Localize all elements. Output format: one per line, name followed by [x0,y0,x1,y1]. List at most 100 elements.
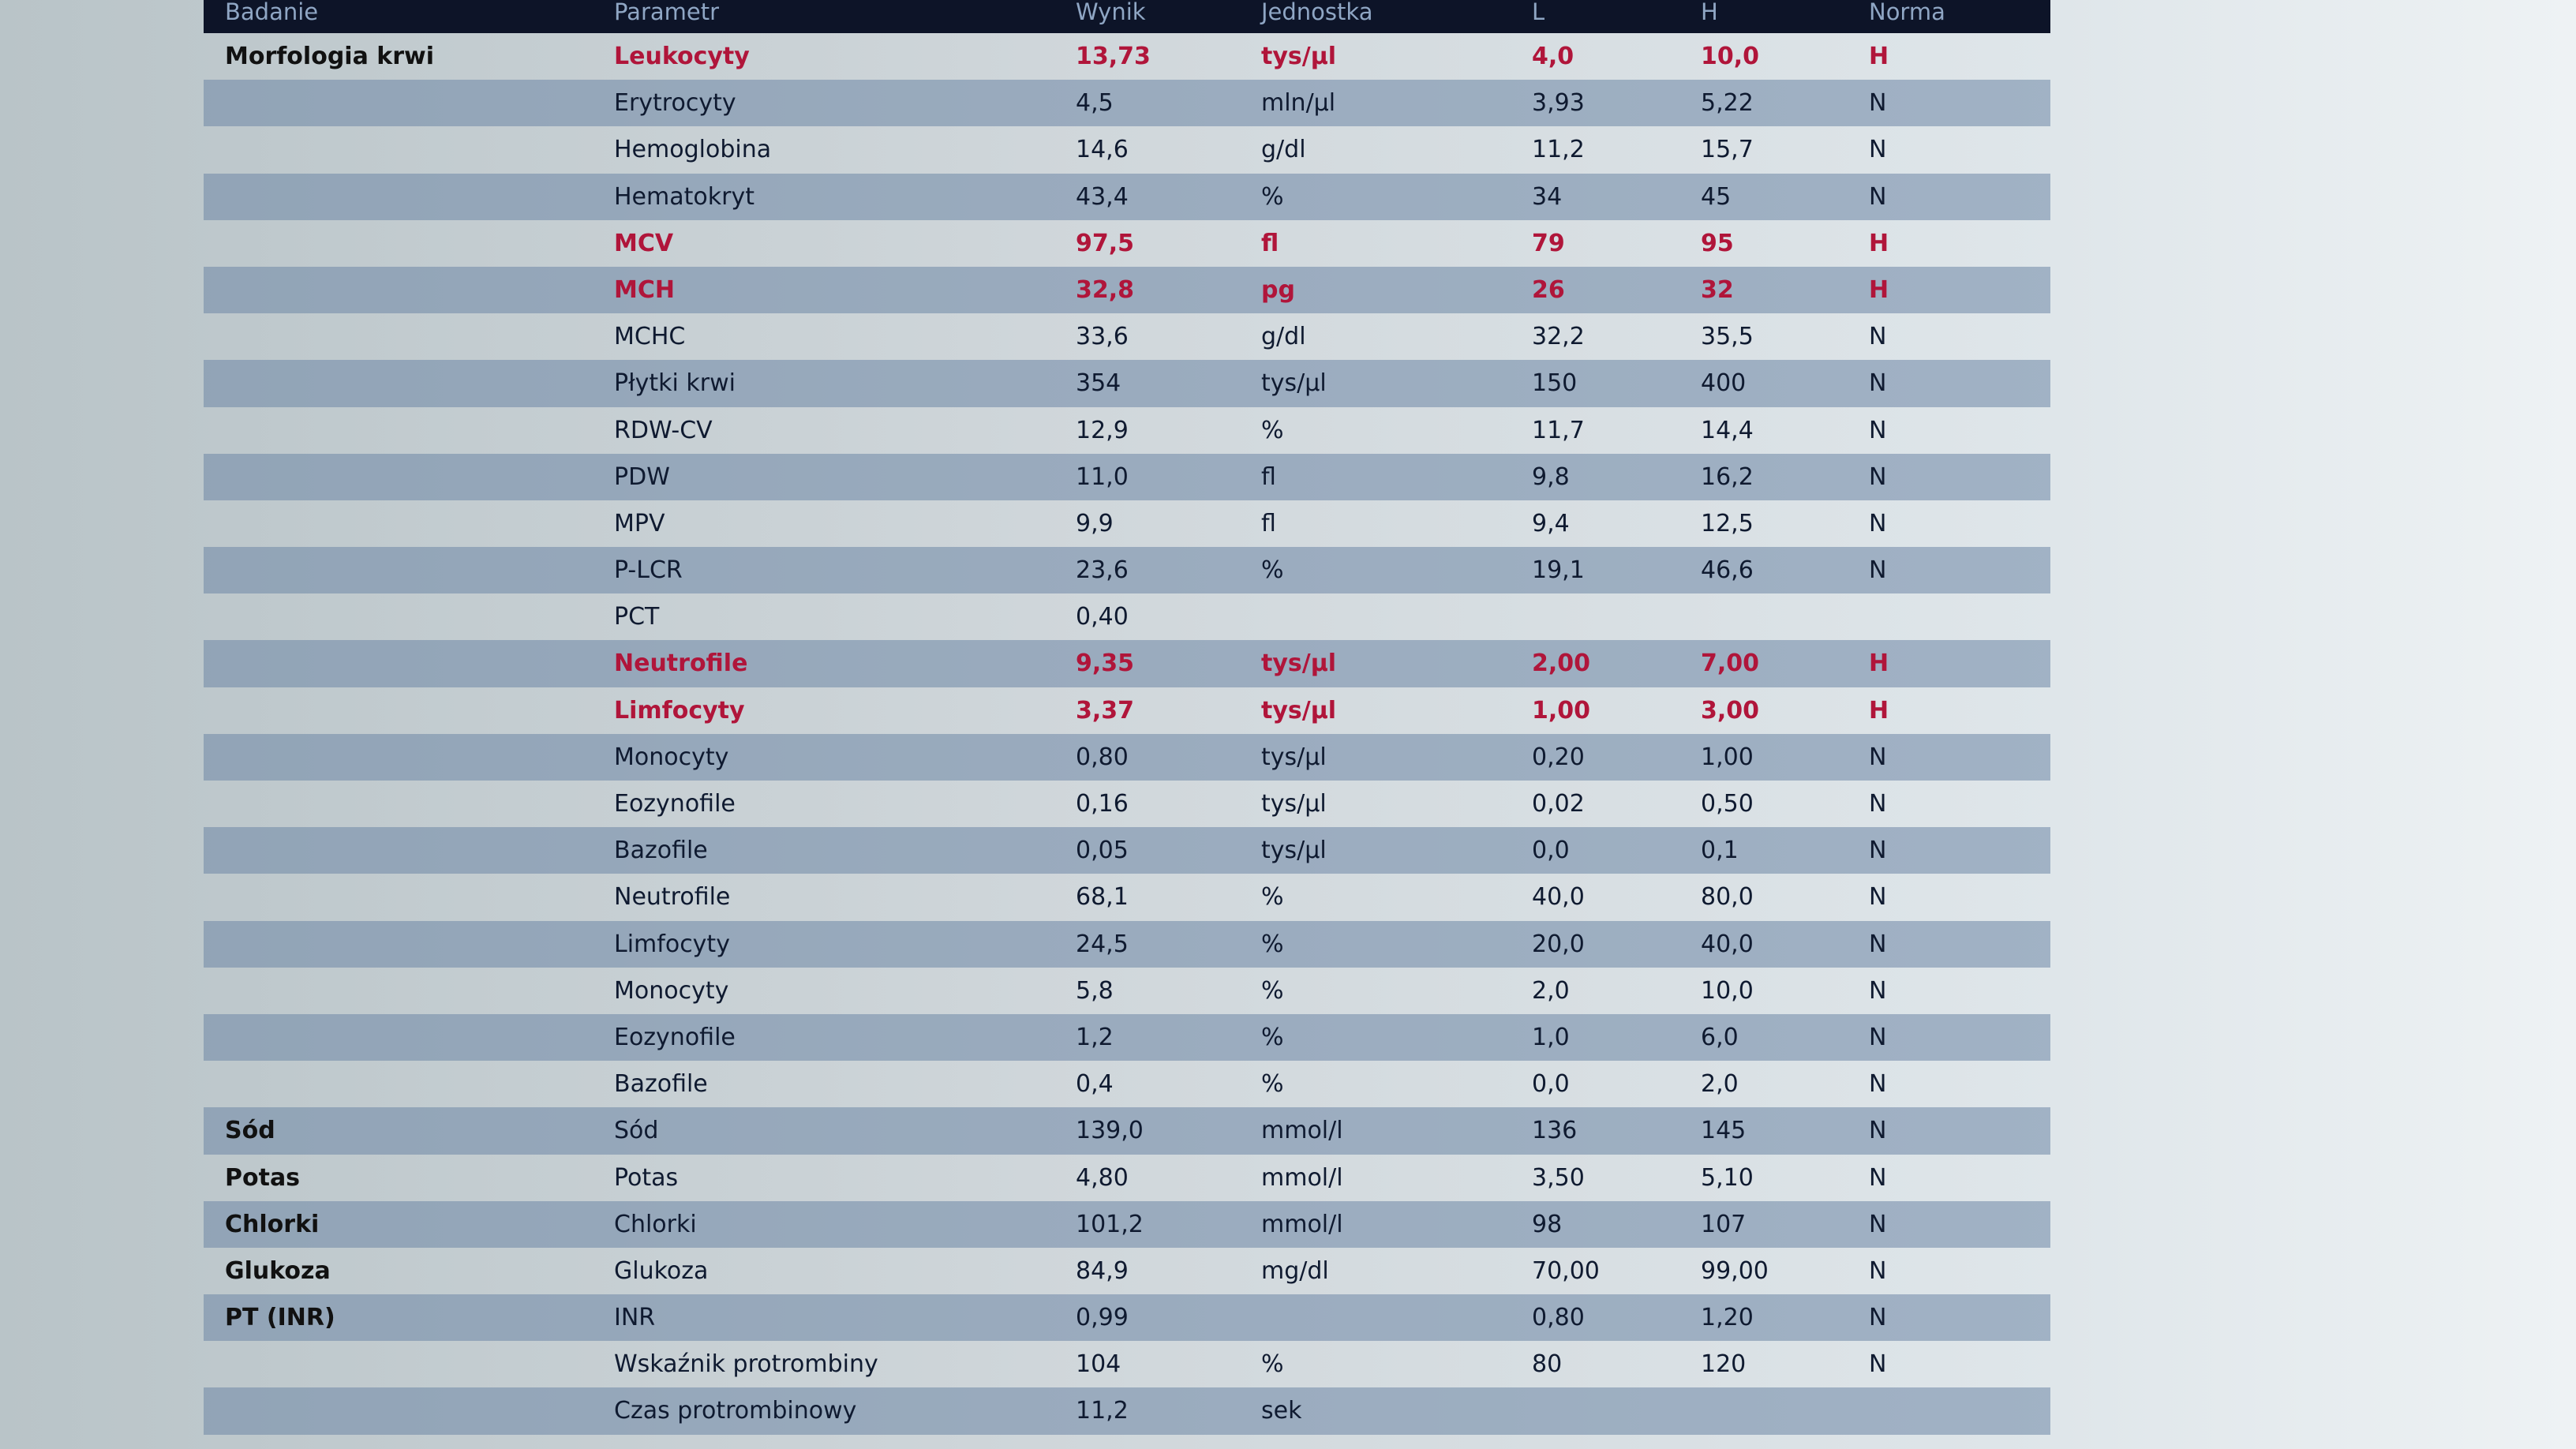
header-jednostka[interactable]: Jednostka [1261,0,1373,25]
cell-wynik: 1,2 [1076,1023,1114,1051]
cell-jednostka: mmol/l [1261,1163,1343,1192]
cell-wynik: 97,5 [1076,229,1135,257]
cell-parametr: Chlorki [614,1210,697,1238]
cell-parametr: Monocyty [614,976,729,1005]
table-row: Glukoza Glukoza 84,9 mg/dl 70,00 99,00 N [204,1248,2050,1294]
cell-norma: N [1869,509,1887,537]
cell-l: 34 [1532,182,1563,211]
cell-h: 2,0 [1701,1070,1739,1099]
cell-l: 0,80 [1532,1304,1585,1332]
cell-wynik: 0,99 [1076,1304,1129,1332]
cell-l: 26 [1532,275,1565,304]
cell-wynik: 101,2 [1076,1210,1144,1238]
cell-l: 0,0 [1532,837,1570,865]
cell-h: 12,5 [1701,509,1754,537]
cell-norma: N [1869,556,1887,585]
cell-jednostka: % [1261,182,1284,211]
cell-parametr: Wskaźnik protrombiny [614,1350,878,1379]
table-row: Limfocyty 3,37 tys/µl 1,00 3,00 H [204,687,2050,734]
cell-badanie: Sód [225,1117,275,1145]
cell-norma: N [1869,883,1887,912]
header-wynik[interactable]: Wynik [1076,0,1146,25]
cell-wynik: 12,9 [1076,416,1129,444]
cell-norma: N [1869,369,1887,398]
cell-h: 14,4 [1701,416,1754,444]
cell-badanie: Morfologia krwi [225,43,435,70]
cell-wynik: 4,5 [1076,89,1114,118]
table-row: Sód Sód 139,0 mmol/l 136 145 N [204,1107,2050,1155]
cell-jednostka: fl [1261,509,1276,537]
cell-l: 9,4 [1532,509,1570,537]
cell-parametr: Sód [614,1117,659,1145]
cell-norma: N [1869,1304,1887,1332]
cell-h: 7,00 [1701,650,1760,678]
cell-h: 1,20 [1701,1304,1754,1332]
header-norma[interactable]: Norma [1869,0,1945,25]
header-parametr[interactable]: Parametr [614,0,720,25]
cell-l: 3,93 [1532,89,1585,118]
cell-parametr: Czas protrombinowy [614,1397,857,1425]
table-row: Monocyty 5,8% 2,0 10,0 N [204,968,2050,1014]
table-row: Czas protrombinowy 11,2 sek [204,1387,2050,1435]
cell-jednostka: tys/µl [1261,696,1337,724]
cell-h: 46,6 [1701,556,1754,585]
cell-l: 0,0 [1532,1070,1570,1099]
cell-l: 1,00 [1532,696,1591,724]
header-badanie[interactable]: Badanie [225,0,319,25]
cell-badanie: Chlorki [225,1210,320,1238]
cell-h: 99,00 [1701,1256,1769,1285]
table-row: Limfocyty 24,5% 20,0 40,0 N [204,920,2050,968]
table-body: Morfologia krwi Leukocyty 13,73 tys/µl 4,0 10… [204,33,2050,1435]
table-row: Bazofile 0,05 tys/µl 0,0 0,1 N [204,827,2050,874]
cell-parametr: Bazofile [614,1070,708,1099]
cell-jednostka: % [1261,883,1284,912]
cell-h: 35,5 [1701,323,1754,351]
cell-l: 70,00 [1532,1256,1600,1285]
header-l[interactable]: L [1532,0,1545,25]
cell-badanie: Glukoza [225,1256,331,1285]
cell-jednostka: mln/µl [1261,89,1336,118]
cell-parametr: MCV [614,229,674,257]
table-row: PCT 0,40 [204,593,2050,640]
cell-h: 45 [1701,182,1732,211]
cell-jednostka: % [1261,930,1284,958]
cell-wynik: 4,80 [1076,1163,1129,1192]
cell-parametr: Eozynofile [614,1023,736,1051]
cell-norma: N [1869,1350,1887,1379]
cell-parametr: Potas [614,1163,679,1192]
cell-h: 10,0 [1701,43,1760,70]
cell-jednostka: tys/µl [1261,43,1337,70]
header-h[interactable]: H [1701,0,1718,25]
cell-norma: N [1869,976,1887,1005]
cell-parametr: Płytki krwi [614,369,736,398]
table-row: Chlorki Chlorki 101,2 mmol/l 98 107 N [204,1200,2050,1248]
table-row: RDW-CV 12,9% 11,7 14,4 N [204,407,2050,454]
cell-l: 11,7 [1532,416,1585,444]
cell-l: 80 [1532,1350,1563,1379]
cell-l: 0,02 [1532,790,1585,818]
cell-parametr: Leukocyty [614,43,750,70]
cell-h: 0,50 [1701,790,1754,818]
cell-wynik: 0,4 [1076,1070,1114,1099]
results-table: Badanie Parametr Wynik Jednostka L H Nor… [204,0,2050,1435]
cell-norma: H [1869,650,1889,678]
cell-norma: N [1869,1117,1887,1145]
cell-l: 2,00 [1532,650,1591,678]
cell-h: 10,0 [1701,976,1754,1005]
cell-l: 4,0 [1532,43,1574,70]
cell-h: 80,0 [1701,883,1754,912]
cell-norma: N [1869,416,1887,444]
cell-wynik: 32,8 [1076,275,1135,304]
cell-jednostka: % [1261,1070,1284,1099]
cell-parametr: P-LCR [614,556,683,585]
cell-jednostka: % [1261,1023,1284,1051]
cell-l: 150 [1532,369,1578,398]
cell-parametr: Limfocyty [614,930,730,958]
cell-jednostka: mmol/l [1261,1210,1343,1238]
cell-l: 2,0 [1532,976,1570,1005]
cell-jednostka: tys/µl [1261,369,1327,398]
cell-norma: N [1869,1210,1887,1238]
table-row: MCHC 33,6 g/dl 32,2 35,5 N [204,313,2050,360]
cell-parametr: Monocyty [614,743,729,771]
cell-l: 98 [1532,1210,1563,1238]
